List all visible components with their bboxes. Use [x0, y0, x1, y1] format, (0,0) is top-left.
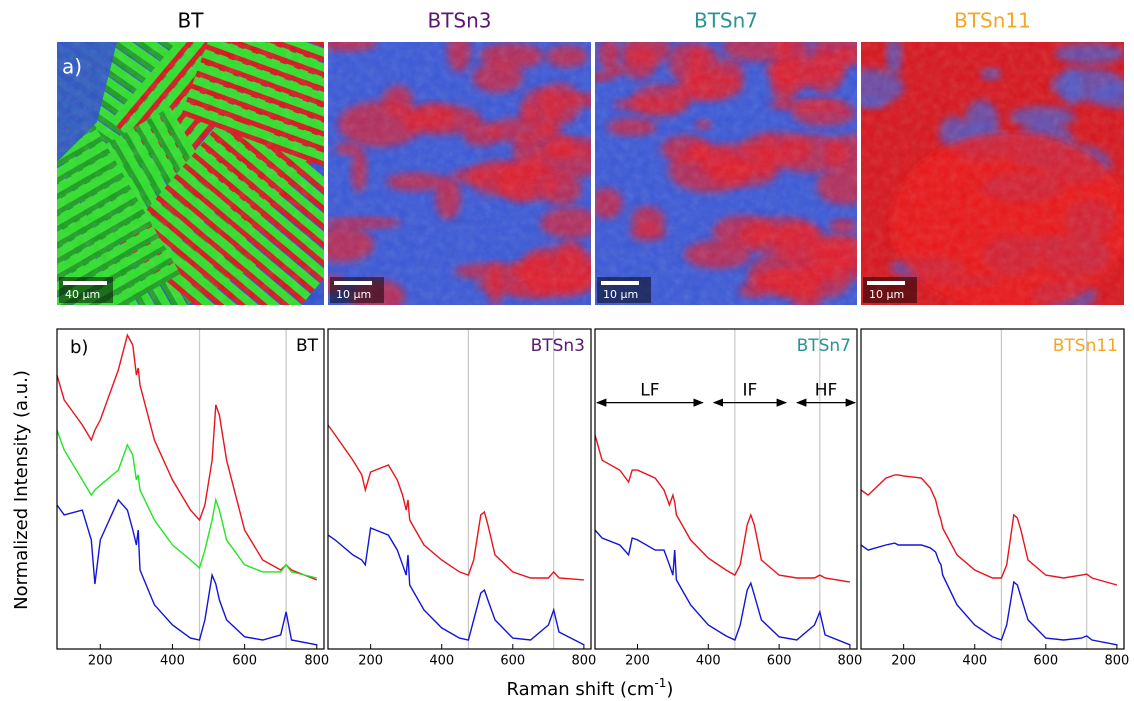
x-tick-label: 400 — [696, 654, 721, 669]
scale-bar — [334, 281, 372, 285]
scale-bar-label: 10 µm — [603, 288, 638, 301]
y-axis-label: Normalized Intensity (a.u.) — [11, 370, 32, 610]
stripe — [234, 0, 405, 32]
x-axis-label-sup: -1 — [654, 676, 666, 690]
plot-frame — [327, 328, 592, 650]
raman-map: 10 µm — [328, 42, 591, 305]
stripe — [231, 0, 403, 40]
x-tick-label: 200 — [88, 654, 113, 669]
panel-label: a) — [62, 55, 82, 79]
spectrum-line — [594, 434, 851, 583]
x-tick-label: 800 — [571, 654, 596, 669]
x-tick-label: 400 — [962, 654, 987, 669]
scale-bar-label: 10 µm — [869, 288, 904, 301]
map-title: BTSn3 — [427, 9, 491, 33]
panel-label: b) — [70, 337, 88, 358]
x-axis-label-text: Raman shift (cm — [507, 679, 655, 700]
spectrum-line — [327, 424, 584, 581]
map-texture — [328, 42, 591, 305]
spectrum-line — [327, 527, 585, 646]
x-tick-label: 600 — [1033, 654, 1058, 669]
x-tick-label: 200 — [625, 654, 650, 669]
range-label: LF — [640, 381, 659, 401]
map-title: BTSn11 — [954, 9, 1031, 33]
x-tick-label: 200 — [358, 654, 383, 669]
map-title: BT — [178, 9, 205, 33]
stripe — [229, 42, 324, 45]
range-label: HF — [815, 381, 838, 401]
x-tick-label: 400 — [429, 654, 454, 669]
spectrum-line — [56, 498, 317, 646]
raman-map: 40 µm — [57, 0, 412, 305]
spectrum-label: BTSn3 — [531, 336, 585, 356]
spectrum-line — [594, 529, 851, 646]
plot-frame — [56, 328, 325, 650]
spectrum-label: BTSn11 — [1053, 336, 1118, 356]
raman-map: 10 µm — [595, 42, 857, 305]
spectrum-line — [56, 429, 317, 579]
x-tick-label: 800 — [838, 654, 863, 669]
spectrum-line — [860, 474, 1118, 586]
scale-bar-label: 10 µm — [336, 288, 371, 301]
x-tick-label: 600 — [500, 654, 525, 669]
spectrum-line — [860, 542, 1118, 646]
map-title: BTSn7 — [694, 9, 758, 33]
x-tick-label: 200 — [891, 654, 916, 669]
map-texture — [861, 42, 1124, 305]
spectrum-label: BT — [296, 336, 319, 356]
map-texture — [595, 42, 857, 305]
scale-bar — [601, 281, 639, 285]
x-axis-label-end: ) — [666, 679, 673, 700]
stripe — [236, 0, 408, 27]
range-label: IF — [743, 381, 758, 401]
plot-frame — [860, 328, 1125, 650]
scale-bar — [867, 281, 905, 285]
scale-bar-label: 40 µm — [65, 288, 100, 301]
plot-frame — [594, 328, 858, 650]
x-tick-label: 600 — [767, 654, 792, 669]
x-tick-label: 600 — [232, 654, 257, 669]
x-tick-label: 800 — [304, 654, 329, 669]
spectrum-label: BTSn7 — [797, 336, 851, 356]
stripe — [240, 0, 412, 14]
map-texture — [57, 42, 324, 305]
x-tick-label: 800 — [1104, 654, 1129, 669]
scale-bar — [63, 281, 107, 285]
stripe — [239, 0, 410, 18]
spectrum-line — [56, 333, 318, 581]
raman-map: 10 µm — [861, 42, 1124, 305]
x-tick-label: 400 — [160, 654, 185, 669]
x-axis-label: Raman shift (cm-1) — [507, 676, 674, 701]
